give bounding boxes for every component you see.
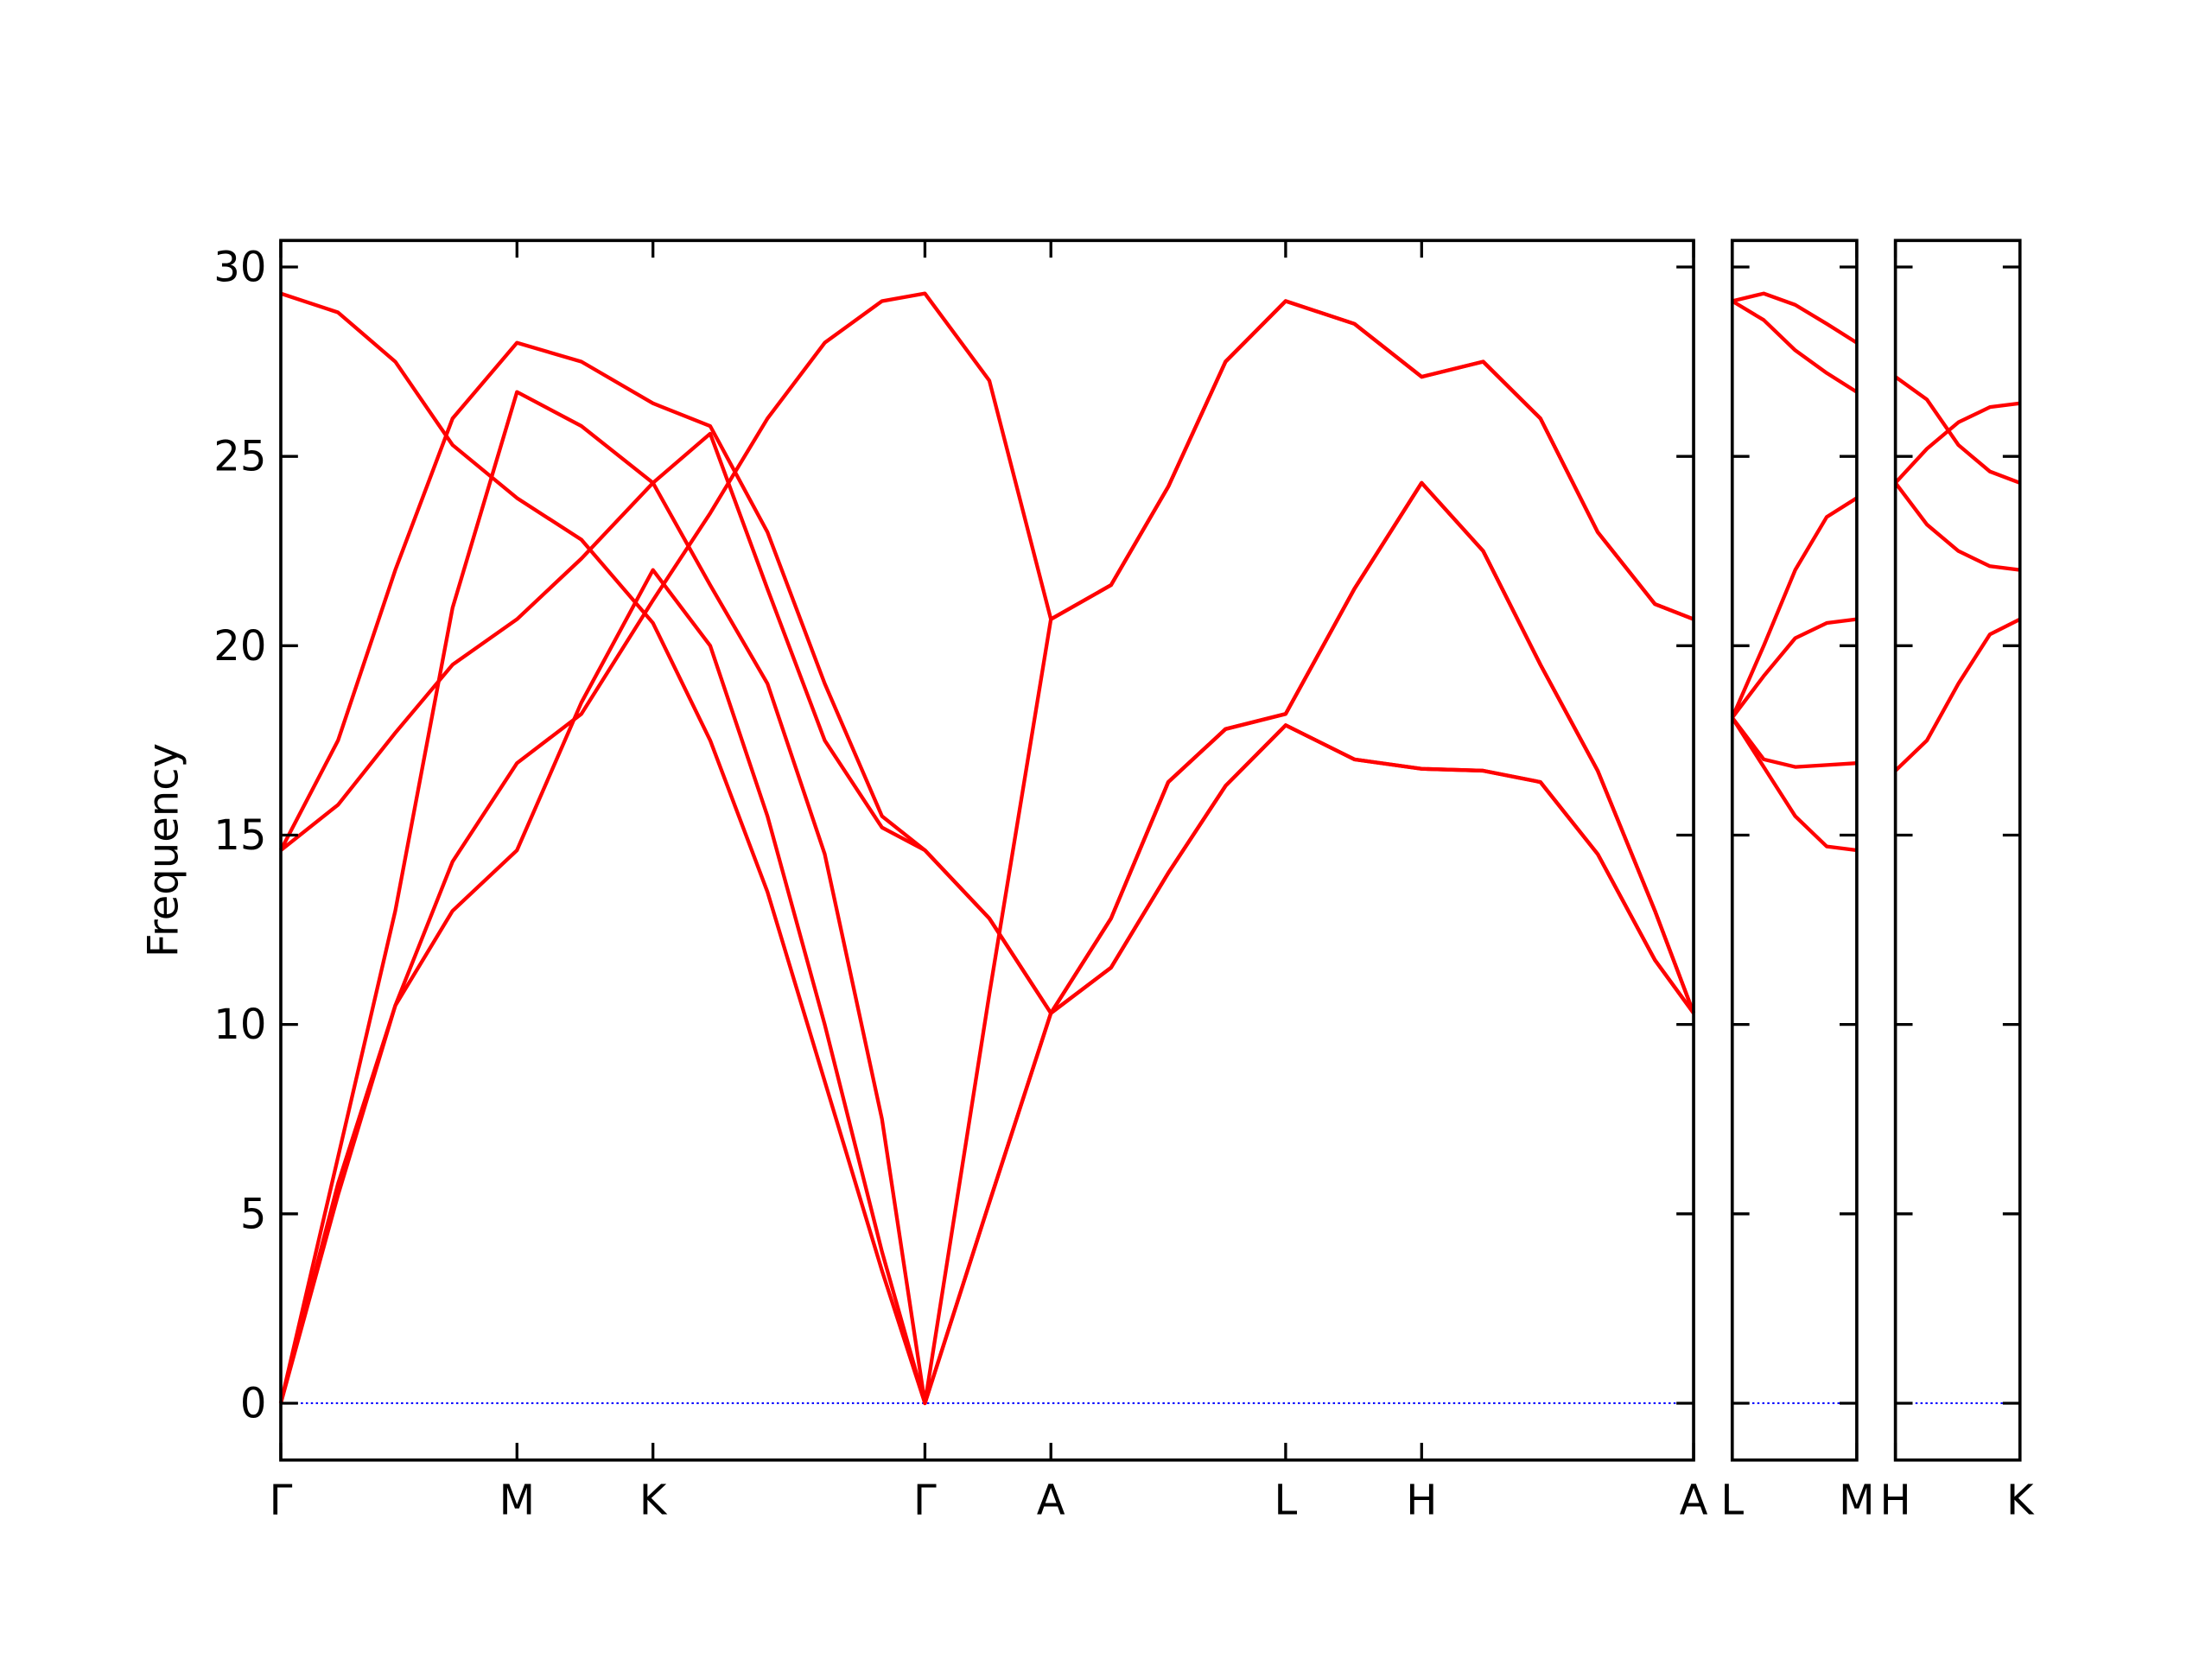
x-tick-label: K	[2006, 1477, 2035, 1525]
x-tick-label: Γ	[913, 1477, 937, 1525]
band-line	[1894, 401, 2021, 485]
y-tick-label: 25	[213, 433, 266, 481]
y-tick-label: 30	[213, 244, 266, 292]
band-line	[1732, 291, 1859, 345]
x-tick-label: M	[499, 1477, 535, 1525]
plot-frame	[1893, 238, 2022, 1462]
x-tick-label: Γ	[270, 1477, 293, 1525]
band-line	[1894, 375, 2021, 485]
plot-frame	[1730, 238, 1859, 1462]
band-line	[1894, 617, 2021, 772]
y-tick-label: 15	[213, 811, 266, 860]
x-tick-label: M	[1839, 1477, 1874, 1525]
y-axis-label: Frequency	[140, 743, 188, 957]
y-tick-label: 20	[213, 622, 266, 671]
band-line	[1730, 716, 1858, 853]
y-tick-label: 0	[240, 1380, 267, 1428]
x-tick-label: L	[1720, 1477, 1744, 1525]
y-tick-label: 5	[240, 1190, 267, 1238]
band-line	[1731, 299, 1859, 394]
x-tick-label: L	[1274, 1477, 1298, 1525]
x-tick-label: K	[639, 1477, 668, 1525]
x-tick-label: H	[1406, 1477, 1437, 1525]
plot-frame	[279, 238, 1695, 1462]
band-line	[278, 299, 1694, 1406]
y-tick-label: 10	[213, 1001, 266, 1049]
x-tick-label: A	[1680, 1477, 1708, 1525]
band-line	[279, 480, 1696, 1406]
x-tick-label: H	[1880, 1477, 1911, 1525]
band-line	[1731, 617, 1858, 719]
band-line	[1730, 496, 1859, 719]
x-tick-label: A	[1037, 1477, 1065, 1525]
band-line	[1893, 481, 2021, 572]
band-line	[1731, 716, 1858, 769]
